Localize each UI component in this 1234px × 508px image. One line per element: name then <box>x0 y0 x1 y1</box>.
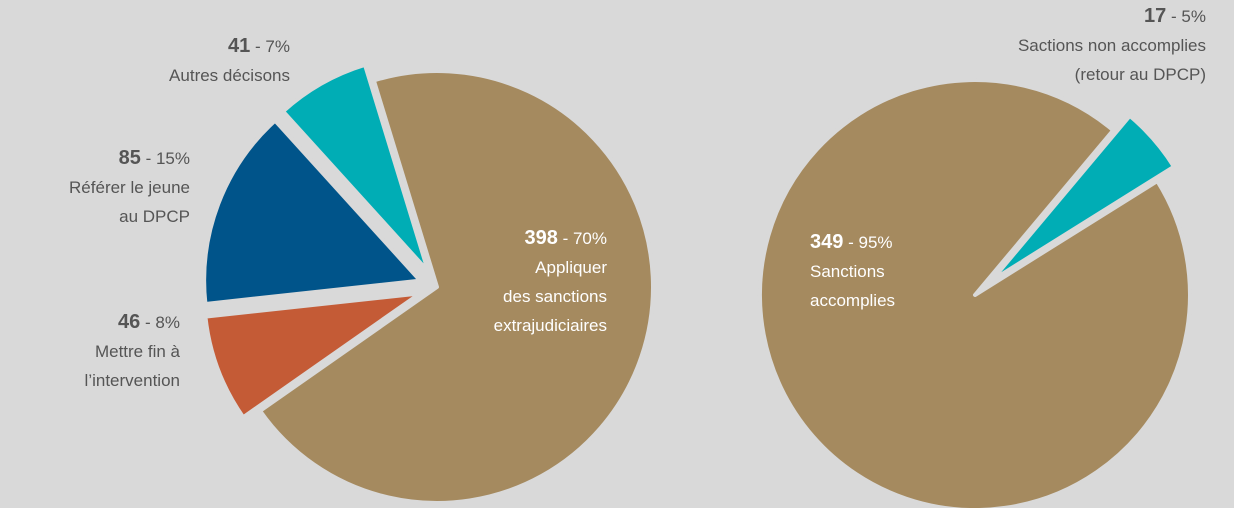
slice-value: 349 - 95% <box>810 231 893 253</box>
slice-percent: - 7% <box>255 37 290 56</box>
slice-count: 46 <box>118 311 140 333</box>
slice-label: 17 - 5% Sactions non accomplies (retour au… <box>1018 5 1206 84</box>
slice-category: Référer le jeune <box>69 178 190 197</box>
slice-percent: - 70% <box>563 229 607 248</box>
slice-value: 17 - 5% <box>1144 5 1206 27</box>
slice-category: Sanctions <box>810 262 885 281</box>
slice-percent: - 15% <box>146 149 190 168</box>
slice-percent: - 95% <box>848 233 892 252</box>
pie-slice <box>989 113 1176 283</box>
slice-label: 85 - 15% Référer le jeune au DPCP <box>69 147 190 226</box>
slice-count: 41 <box>228 35 250 57</box>
slice-category: au DPCP <box>119 207 190 226</box>
slice-category: (retour au DPCP) <box>1075 65 1206 84</box>
pie-slice <box>203 291 423 420</box>
slice-category: Appliquer <box>535 258 607 277</box>
pie-slice <box>202 118 423 306</box>
slice-count: 85 <box>119 147 141 169</box>
pie-slice <box>281 62 431 274</box>
slice-category: Autres décisons <box>169 66 290 85</box>
slice-label: 46 - 8% Mettre fin à l’intervention <box>85 311 181 390</box>
slice-percent: - 5% <box>1171 7 1206 26</box>
slice-category: Sactions non accomplies <box>1018 36 1206 55</box>
slice-percent: - 8% <box>145 313 180 332</box>
slice-label: 349 - 95% Sanctions accomplies <box>810 231 895 310</box>
slice-value: 85 - 15% <box>119 147 190 169</box>
slice-category: des sanctions <box>503 287 607 306</box>
slice-category: accomplies <box>810 291 895 310</box>
slice-value: 46 - 8% <box>118 311 180 333</box>
slice-count: 398 <box>524 227 557 249</box>
slice-label: 398 - 70% Appliquer des sanctions extrajudi… <box>494 227 608 335</box>
pie-slice <box>258 69 655 505</box>
slice-value: 398 - 70% <box>524 227 607 249</box>
slice-label: 41 - 7% Autres décisons <box>169 35 290 85</box>
slice-count: 349 <box>810 231 843 253</box>
slice-category: Mettre fin à <box>95 342 181 361</box>
slice-value: 41 - 7% <box>228 35 290 57</box>
pie-slice <box>758 78 1192 508</box>
slice-category: extrajudiciaires <box>494 316 607 335</box>
slice-category: l’intervention <box>85 371 180 390</box>
slice-count: 17 <box>1144 5 1166 27</box>
